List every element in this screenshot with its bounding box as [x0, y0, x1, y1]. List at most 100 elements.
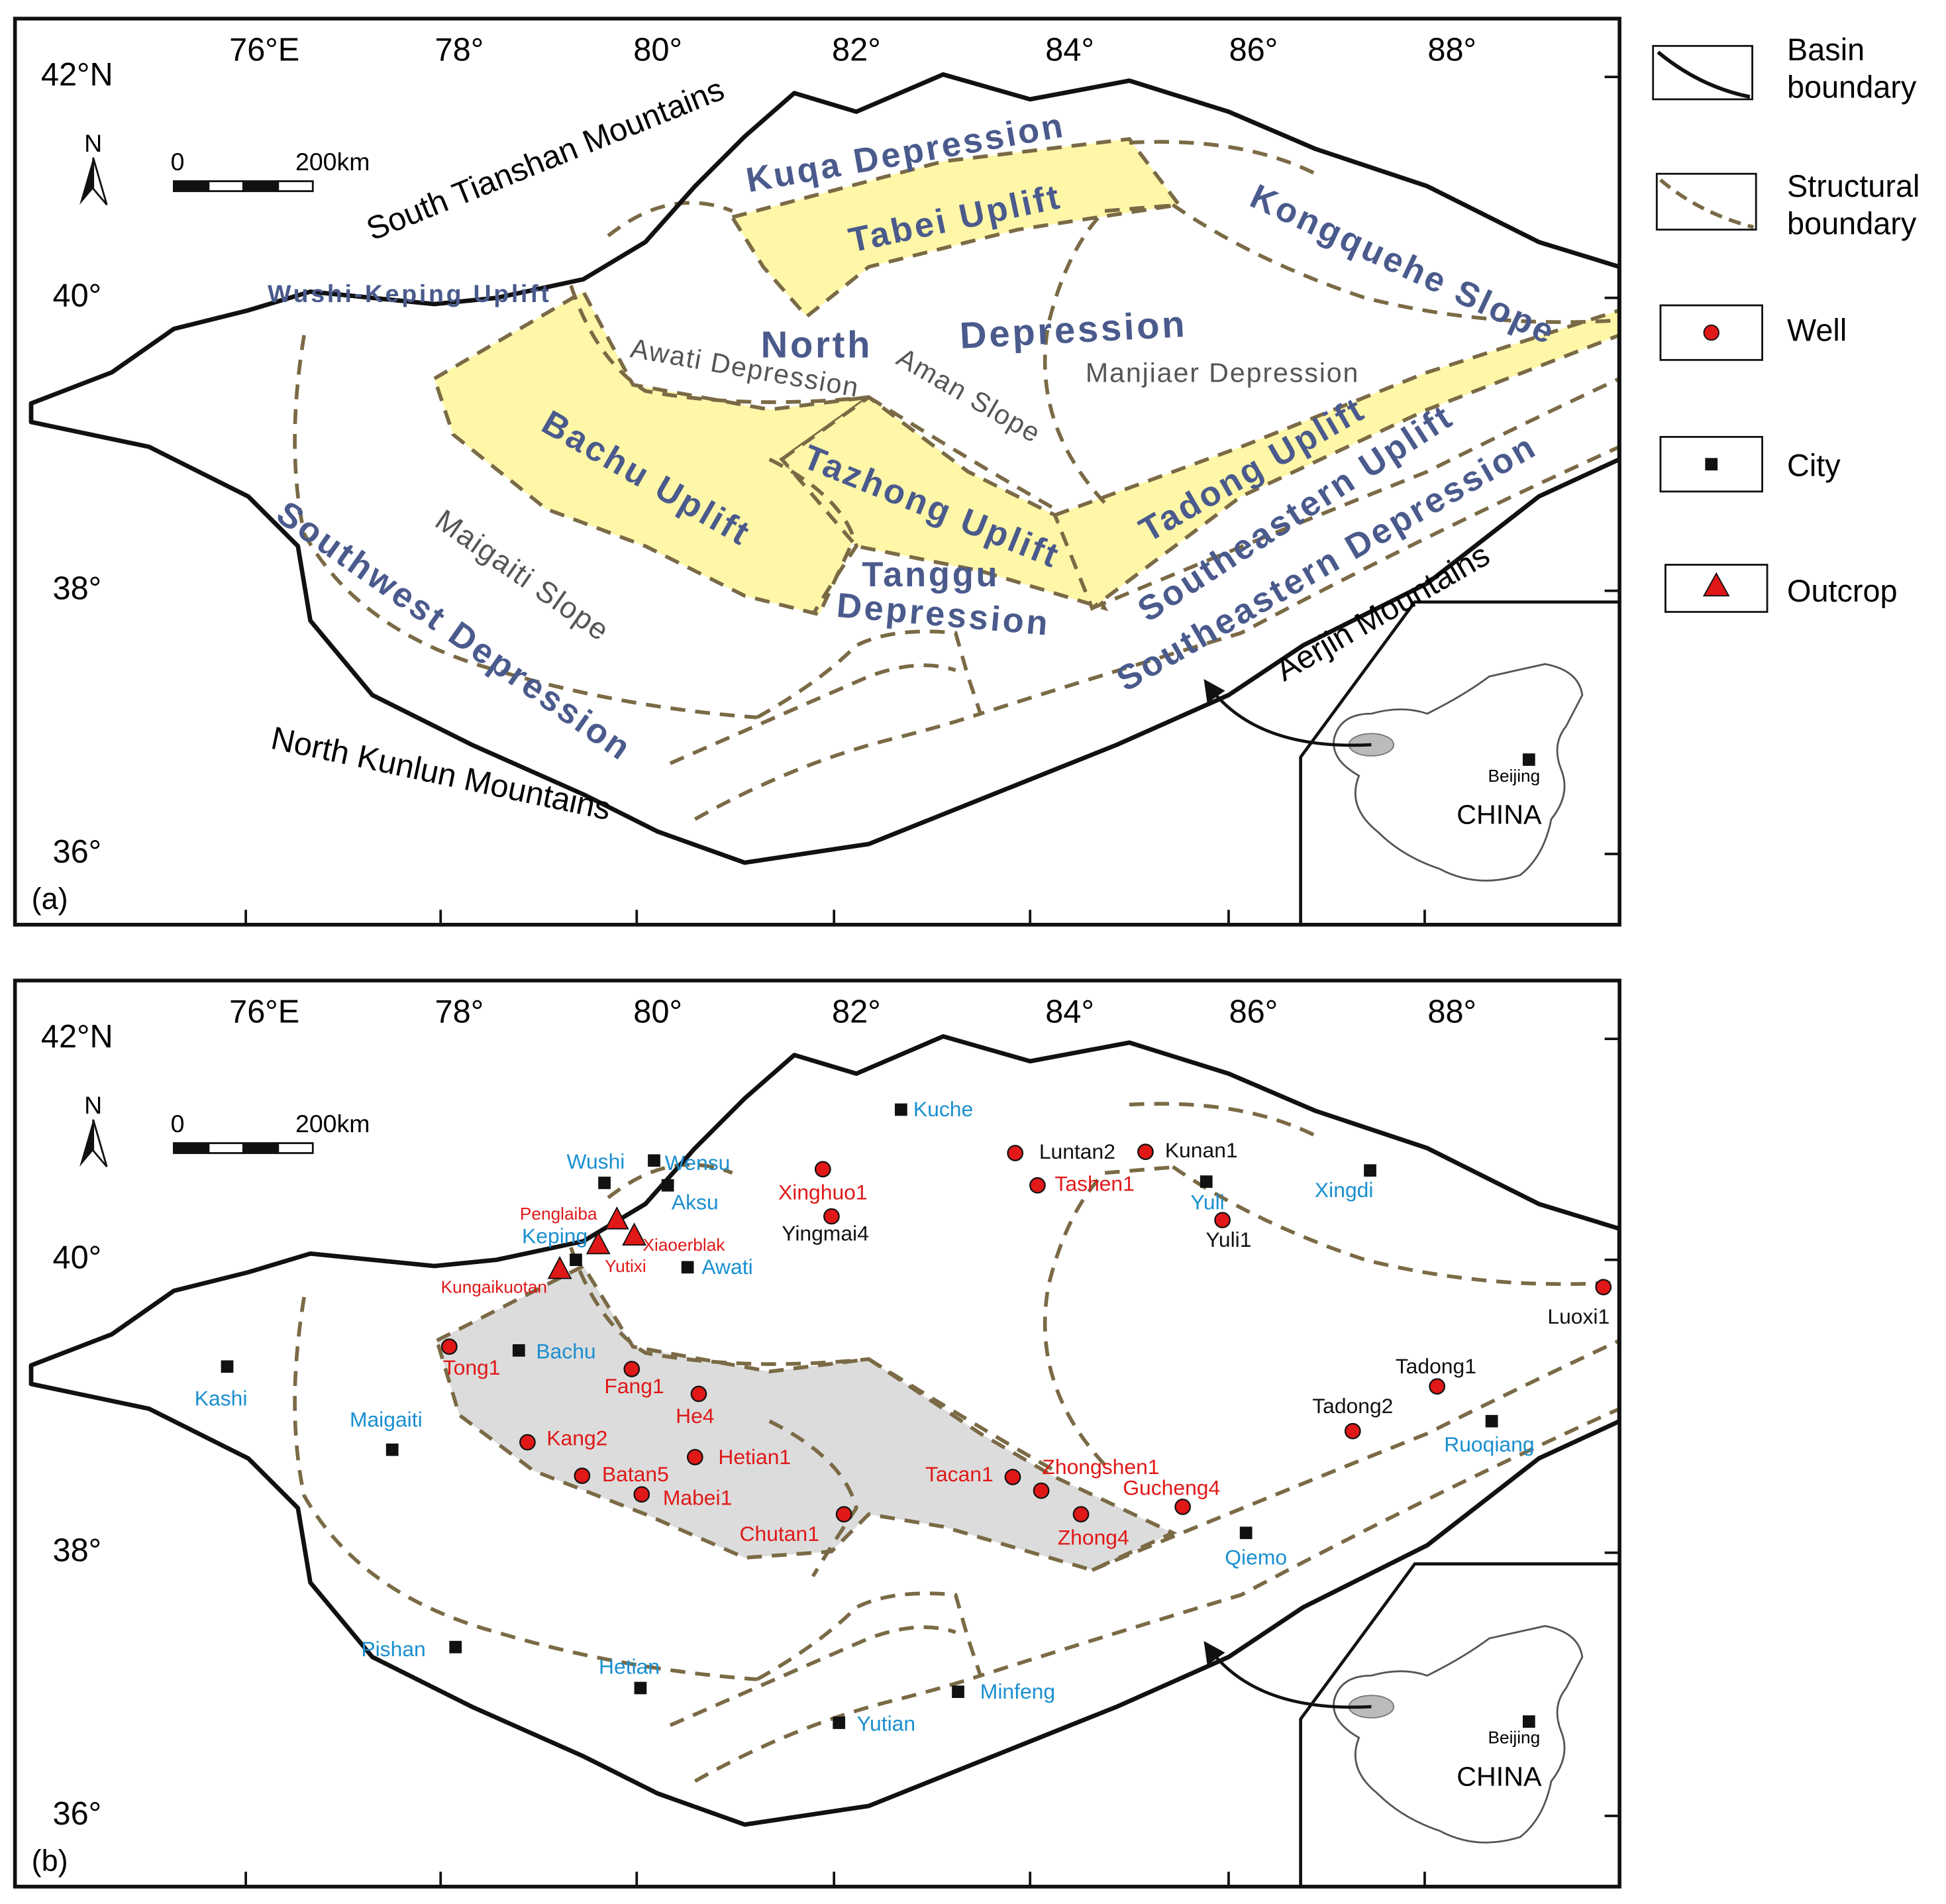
structural-unit-label: Wushi-Keping Uplift	[268, 280, 551, 307]
city-label: Qiemo	[1225, 1546, 1287, 1569]
north-arrow	[79, 157, 93, 205]
map-frame	[13, 17, 1621, 927]
outcrop-marker	[547, 1255, 572, 1279]
legend-well	[1703, 324, 1719, 341]
well-marker	[823, 1208, 840, 1225]
structural-boundary	[1043, 203, 1180, 504]
city-label: Yuli	[1190, 1190, 1224, 1214]
city-label: Hetian	[599, 1654, 660, 1678]
well-marker	[1429, 1378, 1446, 1395]
city-marker	[833, 1717, 846, 1729]
legend-label: Outcrop	[1787, 574, 1898, 608]
structural-boundary	[693, 712, 982, 821]
structural-boundary	[293, 1296, 758, 1681]
city-marker	[952, 1685, 964, 1698]
map-frame	[13, 978, 1621, 1889]
lon-label: 82°	[832, 32, 881, 68]
scale-bar	[207, 1142, 244, 1154]
well-label: He4	[676, 1404, 714, 1428]
structural-unit-label: North	[761, 323, 873, 365]
lat-label: 42°N	[41, 1019, 113, 1055]
city-marker	[1364, 1164, 1376, 1177]
outcrop-marker	[586, 1231, 611, 1255]
well-marker	[574, 1467, 591, 1484]
city-label: Wushi	[566, 1149, 625, 1173]
city-marker	[385, 1443, 399, 1456]
structural-unit-label: Tanggu	[862, 556, 999, 594]
well-label: Xinghuo1	[778, 1181, 868, 1204]
legend-label: Structural	[1787, 169, 1920, 203]
structural-boundary	[1043, 1165, 1180, 1466]
well-marker	[1344, 1422, 1361, 1440]
legend-structural-line	[1659, 178, 1755, 229]
city-marker	[1239, 1526, 1253, 1540]
well-marker	[1007, 1145, 1024, 1161]
inset-country: CHINA	[1457, 800, 1542, 830]
outcrop-label: Yutixi	[605, 1256, 646, 1276]
lon-label: 84°	[1045, 994, 1094, 1030]
scale-label: 0	[171, 148, 185, 176]
city-marker	[1485, 1414, 1498, 1428]
well-label: Batan5	[602, 1462, 669, 1486]
city-marker	[512, 1344, 525, 1357]
map-panel: Beijing CHINA 76°E 78° 80° 82° 84° 86° 88° 42°N 40…	[13, 978, 1621, 1889]
well-label: Gucheng4	[1123, 1476, 1220, 1500]
structural-boundary	[1091, 1338, 1620, 1572]
city-label: Kashi	[195, 1387, 248, 1410]
lon-label: 88°	[1427, 32, 1476, 68]
scale-label: 200km	[295, 1110, 370, 1137]
structural-boundary	[868, 1357, 1056, 1473]
lon-label: 86°	[1229, 994, 1278, 1030]
well-marker	[633, 1486, 650, 1503]
city-label: Aksu	[672, 1190, 719, 1214]
legend-label: Basin	[1787, 32, 1865, 67]
location-arrow	[1203, 1641, 1372, 1709]
well-label: Yingmai4	[782, 1222, 869, 1245]
outcrop-label: Xiaoerblak	[643, 1235, 726, 1255]
north-label: N	[84, 1091, 102, 1119]
well-marker	[1029, 1177, 1046, 1194]
scale-bar	[277, 180, 314, 192]
well-label: Luoxi1	[1547, 1304, 1610, 1328]
lon-label: 88°	[1427, 994, 1476, 1030]
well-label: Tadong1	[1396, 1354, 1476, 1378]
city-label: Pishan	[361, 1637, 425, 1661]
lat-label: 40°	[52, 278, 101, 314]
basin-boundary-line	[28, 1034, 1620, 1827]
panel-label: (a)	[32, 882, 68, 916]
legend-outcrop	[1702, 572, 1730, 597]
lon-label: 80°	[633, 32, 682, 68]
well-marker	[519, 1434, 536, 1451]
well-marker	[623, 1361, 640, 1377]
well-label: Fang1	[604, 1374, 664, 1398]
north-arrow	[79, 1119, 93, 1167]
lon-label: 80°	[633, 994, 682, 1030]
lon-label: 86°	[1229, 32, 1278, 68]
north-arrow-half	[92, 1119, 108, 1168]
lon-label: 78°	[435, 32, 484, 68]
well-marker	[686, 1449, 703, 1465]
well-label: Zhongshen1	[1042, 1455, 1159, 1479]
scale-bar	[277, 1142, 314, 1154]
city-marker	[634, 1681, 647, 1695]
structural-boundary	[569, 285, 869, 404]
city-label: Minfeng	[980, 1679, 1055, 1703]
legend: BasinboundaryStructuralboundaryWellCityO…	[1652, 32, 1920, 613]
structural-boundary	[1129, 1102, 1317, 1137]
city-label: Ruoqiang	[1444, 1432, 1534, 1456]
city-marker	[661, 1179, 674, 1192]
location-arrow	[1203, 679, 1372, 747]
well-marker	[1004, 1469, 1021, 1485]
map-panel: Beijing CHINA 76°E 78° 80° 82° 84° 86° 88° 42°N 40…	[13, 17, 1621, 927]
scale-label: 200km	[295, 148, 370, 176]
scale-bar	[207, 180, 244, 192]
city-marker	[894, 1103, 907, 1116]
legend-label: Well	[1787, 313, 1847, 347]
uplift-area	[1052, 308, 1620, 611]
well-label: Tadong2	[1312, 1394, 1393, 1418]
well-marker	[1072, 1506, 1090, 1523]
well-label: Yuli1	[1205, 1228, 1251, 1251]
legend-box	[1652, 44, 1753, 101]
scale-bar	[173, 180, 210, 192]
beijing-marker	[1522, 1715, 1535, 1728]
